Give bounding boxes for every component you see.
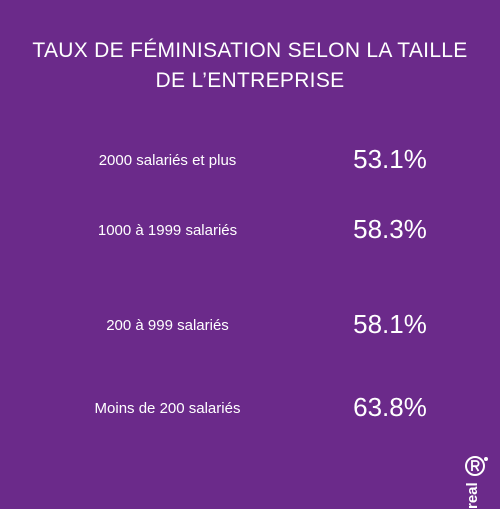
table-row: 2000 salariés et plus 53.1% (0, 142, 500, 182)
value-label: 63.8% (353, 392, 427, 422)
category-label: 1000 à 1999 salariés (97, 222, 238, 239)
table-row: 1000 à 1999 salariés 58.3% (0, 212, 500, 252)
value-label: 53.1% (353, 144, 427, 174)
table-row: 200 à 999 salariés 58.1% (0, 307, 500, 347)
category-label: Moins de 200 salariés (94, 400, 241, 417)
chart-title: TAUX DE FÉMINISATION SELON LA TAILLE DE … (32, 39, 468, 92)
table-row: Moins de 200 salariés 63.8% (0, 390, 500, 430)
logo-wordmark: real (464, 482, 481, 509)
category-label: 2000 salariés et plus (98, 152, 237, 169)
value-label: 58.3% (353, 214, 427, 244)
category-label: 200 à 999 salariés (106, 317, 229, 334)
registered-r-logo-icon (465, 456, 488, 476)
brand-logo: real (462, 455, 492, 509)
value-label: 58.1% (353, 309, 427, 339)
